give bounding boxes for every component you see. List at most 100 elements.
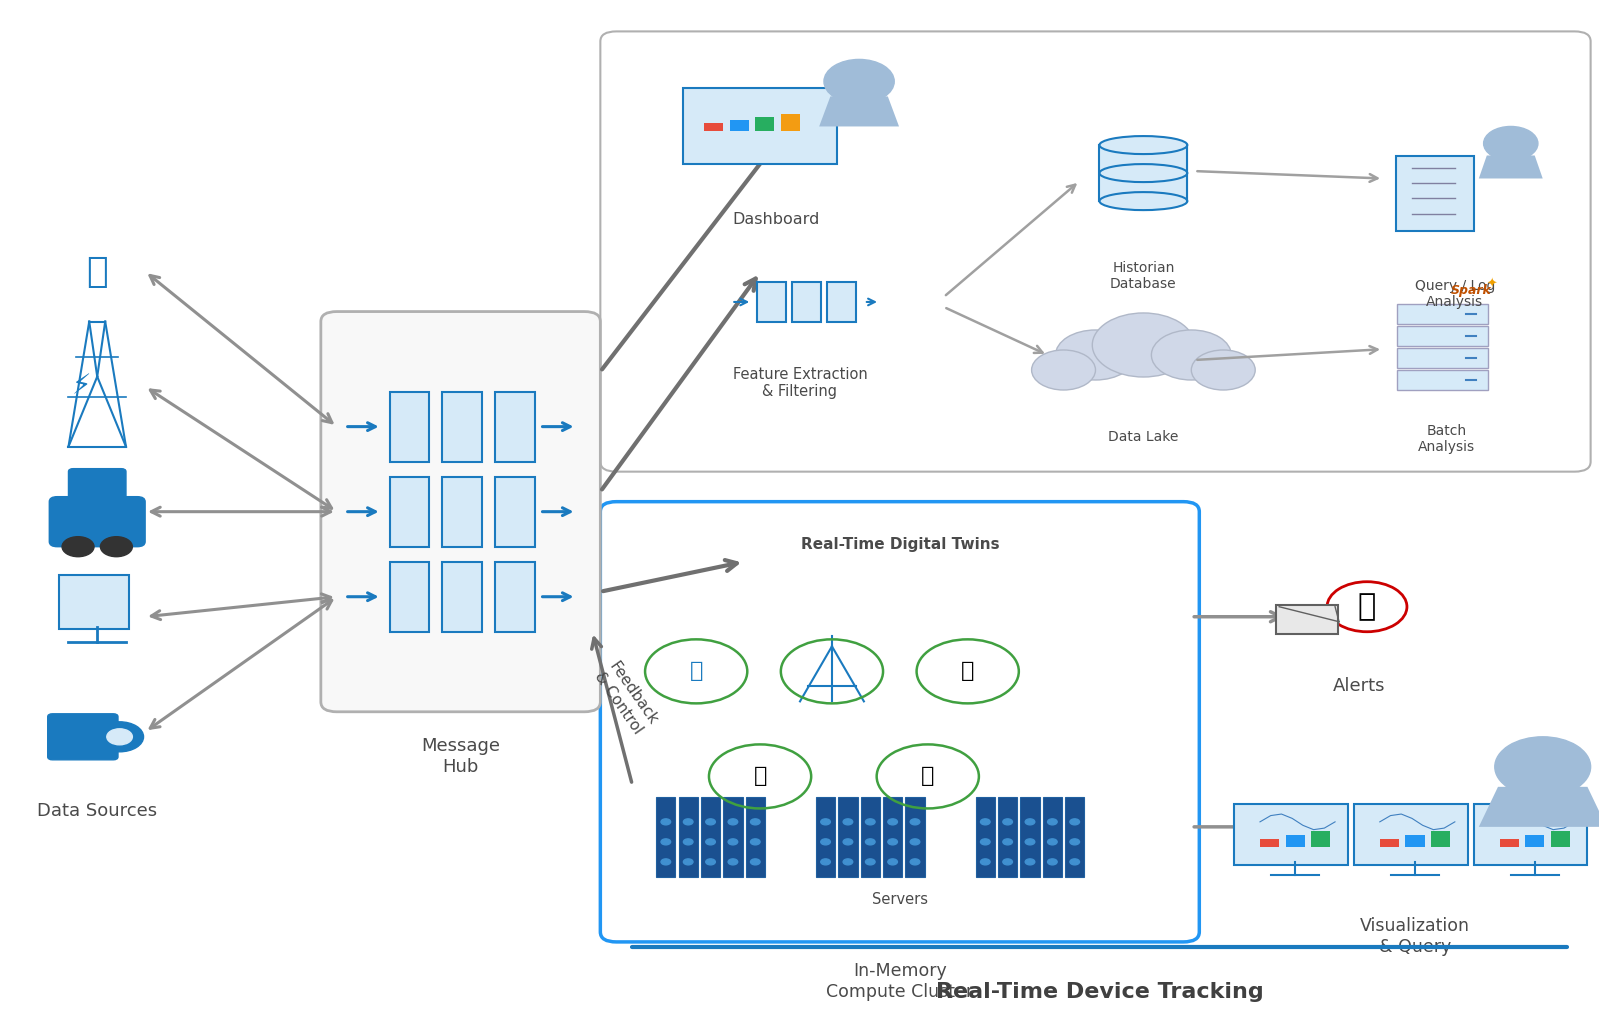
- FancyBboxPatch shape: [442, 562, 482, 632]
- Circle shape: [728, 839, 738, 845]
- Text: 🔔: 🔔: [1358, 592, 1376, 621]
- Circle shape: [910, 839, 920, 845]
- Ellipse shape: [1099, 136, 1187, 154]
- Circle shape: [866, 819, 875, 825]
- FancyBboxPatch shape: [1379, 839, 1398, 847]
- Polygon shape: [1478, 787, 1600, 827]
- FancyBboxPatch shape: [906, 797, 925, 877]
- Circle shape: [821, 859, 830, 864]
- Text: Servers: Servers: [872, 892, 928, 907]
- FancyBboxPatch shape: [1397, 327, 1488, 346]
- FancyBboxPatch shape: [389, 476, 429, 547]
- Circle shape: [1070, 859, 1080, 864]
- FancyBboxPatch shape: [976, 797, 995, 877]
- FancyBboxPatch shape: [1405, 835, 1424, 847]
- Text: Real-Time Device Tracking: Real-Time Device Tracking: [936, 982, 1264, 1002]
- FancyBboxPatch shape: [730, 120, 749, 131]
- Circle shape: [1056, 330, 1136, 380]
- FancyBboxPatch shape: [1430, 831, 1450, 847]
- Circle shape: [661, 859, 670, 864]
- FancyBboxPatch shape: [781, 114, 800, 131]
- FancyBboxPatch shape: [69, 469, 126, 504]
- FancyBboxPatch shape: [442, 476, 482, 547]
- FancyBboxPatch shape: [1310, 831, 1330, 847]
- Circle shape: [843, 859, 853, 864]
- FancyBboxPatch shape: [792, 282, 821, 321]
- FancyBboxPatch shape: [1474, 804, 1587, 864]
- FancyBboxPatch shape: [816, 797, 835, 877]
- Circle shape: [885, 290, 923, 314]
- Circle shape: [821, 819, 830, 825]
- FancyBboxPatch shape: [683, 88, 837, 165]
- Circle shape: [866, 839, 875, 845]
- FancyBboxPatch shape: [838, 797, 858, 877]
- Circle shape: [888, 819, 898, 825]
- Circle shape: [888, 859, 898, 864]
- Circle shape: [1070, 839, 1080, 845]
- Circle shape: [661, 839, 670, 845]
- Circle shape: [910, 819, 920, 825]
- Text: Visualization
& Query: Visualization & Query: [1360, 917, 1470, 955]
- Text: Historian
Database: Historian Database: [1110, 261, 1176, 291]
- Circle shape: [683, 859, 693, 864]
- FancyBboxPatch shape: [1525, 835, 1544, 847]
- FancyBboxPatch shape: [600, 501, 1200, 942]
- FancyBboxPatch shape: [827, 282, 856, 321]
- Text: ⌚: ⌚: [690, 661, 702, 681]
- Circle shape: [1026, 859, 1035, 864]
- FancyBboxPatch shape: [1397, 370, 1488, 390]
- Text: 🖥: 🖥: [754, 766, 766, 787]
- Circle shape: [706, 859, 715, 864]
- FancyBboxPatch shape: [755, 117, 774, 131]
- Text: Query / Log
Analysis: Query / Log Analysis: [1414, 279, 1494, 308]
- Circle shape: [821, 839, 830, 845]
- Circle shape: [1152, 330, 1232, 380]
- Circle shape: [1494, 737, 1590, 797]
- FancyBboxPatch shape: [723, 797, 742, 877]
- FancyBboxPatch shape: [1550, 831, 1570, 847]
- Text: Dashboard: Dashboard: [733, 211, 819, 226]
- FancyBboxPatch shape: [322, 311, 600, 712]
- FancyBboxPatch shape: [1235, 804, 1347, 864]
- Circle shape: [981, 819, 990, 825]
- FancyBboxPatch shape: [1354, 804, 1467, 864]
- Circle shape: [728, 859, 738, 864]
- FancyBboxPatch shape: [59, 574, 130, 629]
- Text: Message
Hub: Message Hub: [421, 737, 501, 775]
- FancyBboxPatch shape: [1397, 304, 1488, 325]
- FancyBboxPatch shape: [1021, 797, 1040, 877]
- FancyBboxPatch shape: [1043, 797, 1062, 877]
- FancyBboxPatch shape: [678, 797, 698, 877]
- FancyBboxPatch shape: [1397, 348, 1488, 368]
- Text: Data Sources: Data Sources: [37, 802, 157, 820]
- Text: In-Memory
Compute Cluster: In-Memory Compute Cluster: [826, 961, 973, 1001]
- Circle shape: [1048, 819, 1058, 825]
- Circle shape: [866, 859, 875, 864]
- FancyBboxPatch shape: [494, 476, 534, 547]
- Circle shape: [1032, 350, 1096, 390]
- Text: Spark: Spark: [1450, 284, 1491, 297]
- Polygon shape: [819, 96, 899, 126]
- Text: 🚗: 🚗: [922, 766, 934, 787]
- Circle shape: [1026, 819, 1035, 825]
- FancyBboxPatch shape: [48, 714, 118, 760]
- FancyBboxPatch shape: [883, 797, 902, 877]
- FancyBboxPatch shape: [50, 496, 146, 547]
- FancyBboxPatch shape: [1259, 839, 1278, 847]
- Circle shape: [677, 290, 715, 314]
- Text: 📷: 📷: [962, 661, 974, 681]
- FancyBboxPatch shape: [494, 562, 534, 632]
- Text: Feature Extraction
& Filtering: Feature Extraction & Filtering: [733, 367, 867, 399]
- Circle shape: [62, 537, 94, 557]
- Circle shape: [706, 839, 715, 845]
- Circle shape: [1048, 859, 1058, 864]
- Circle shape: [981, 839, 990, 845]
- Circle shape: [661, 819, 670, 825]
- Circle shape: [1003, 859, 1013, 864]
- FancyBboxPatch shape: [600, 31, 1590, 472]
- Circle shape: [843, 819, 853, 825]
- Circle shape: [843, 839, 853, 845]
- Circle shape: [1192, 350, 1256, 390]
- Ellipse shape: [1099, 192, 1187, 210]
- Circle shape: [101, 537, 133, 557]
